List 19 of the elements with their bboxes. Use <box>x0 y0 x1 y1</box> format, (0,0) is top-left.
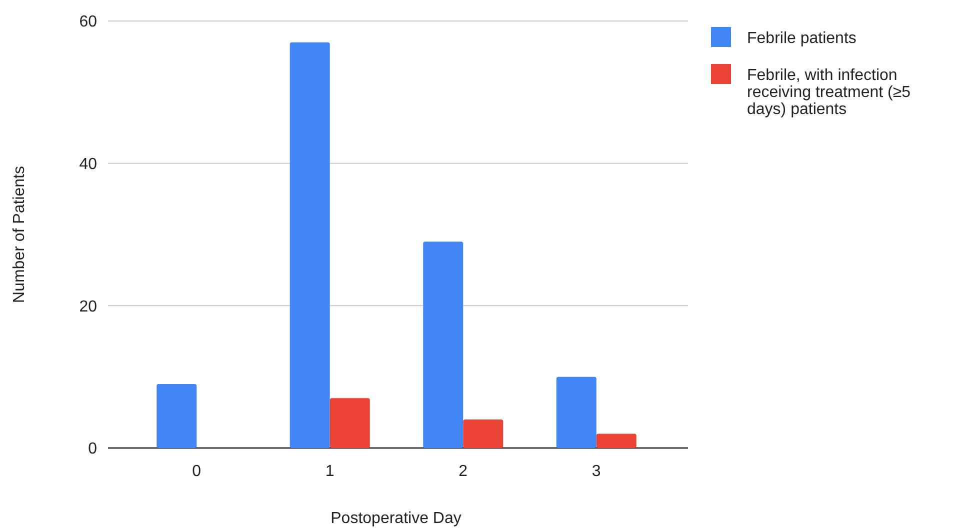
y-tick-label: 60 <box>79 14 98 31</box>
bar <box>423 242 464 448</box>
bar <box>290 42 330 448</box>
y-tick-label: 40 <box>79 156 98 173</box>
bar <box>156 384 197 448</box>
bar <box>556 376 596 448</box>
x-tick-label: 3 <box>592 463 601 480</box>
legend-label: Febrile, with infection receiving treatment (≥5 days) patients <box>747 67 911 118</box>
y-axis-title: Number of Patients <box>11 166 28 303</box>
y-tick-label: 0 <box>88 440 98 458</box>
x-axis-title: Postoperative Day <box>330 510 462 527</box>
x-tick-label: 0 <box>192 463 202 480</box>
legend-label: Febrile patients <box>747 30 856 47</box>
bar <box>463 420 504 448</box>
y-tick-label: 20 <box>79 298 98 316</box>
x-tick-label: 1 <box>325 463 334 480</box>
bar <box>596 434 636 448</box>
x-tick-label: 2 <box>458 463 468 480</box>
bar <box>330 398 370 448</box>
